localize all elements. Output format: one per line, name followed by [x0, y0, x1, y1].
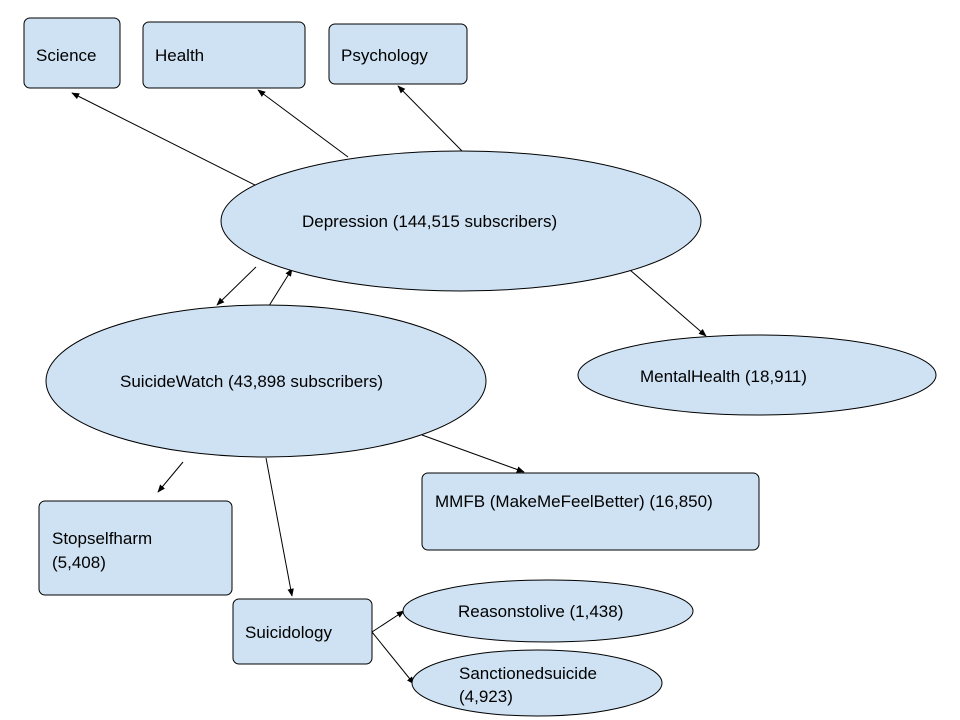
- node-psychology-label: Psychology: [341, 46, 428, 65]
- node-mentalhealth-label: MentalHealth (18,911): [640, 367, 807, 386]
- edge-depression-to-suicidewatch: [216, 266, 257, 306]
- node-stopselfharm-label-line1: Stopselfharm: [52, 529, 152, 548]
- node-sanctionedsuicide-ellipse: [411, 649, 663, 717]
- node-suicidology-box: [232, 598, 373, 665]
- node-health-label: Health: [155, 46, 204, 65]
- node-sanctionedsuicide-label-line2: (4,923): [459, 687, 513, 706]
- node-depression: Depression (144,515 subscribers): [220, 150, 702, 292]
- node-mmfb-label: MMFB (MakeMeFeelBetter) (16,850): [435, 492, 713, 511]
- node-reasonstolive-ellipse: [402, 579, 694, 643]
- node-mmfb: MMFB (MakeMeFeelBetter) (16,850): [421, 472, 760, 551]
- edge-depression-to-health: [257, 89, 349, 158]
- node-reasonstolive: Reasonstolive (1,438): [402, 579, 694, 643]
- node-stopselfharm: Stopselfharm (5,408): [38, 500, 233, 596]
- node-mmfb-box: [421, 472, 760, 551]
- edge-suicidewatch-to-mmfb: [421, 434, 525, 473]
- node-science-label: Science: [36, 46, 96, 65]
- node-suicidewatch-label: SuicideWatch (43,898 subscribers): [120, 372, 383, 391]
- edges: [71, 85, 707, 685]
- edge-depression-to-science: [71, 92, 256, 186]
- node-health-box: [142, 21, 306, 89]
- edge-depression-to-psychology: [397, 85, 463, 152]
- node-science-box: [23, 17, 121, 89]
- edge-suicidology-to-reasonstolive: [371, 610, 405, 633]
- node-health: Health: [142, 21, 306, 89]
- edge-suicidewatch-to-suicidology: [265, 457, 294, 597]
- node-suicidology-label: Suicidology: [245, 623, 332, 642]
- node-suicidewatch: SuicideWatch (43,898 subscribers): [45, 304, 487, 458]
- node-reasonstolive-label: Reasonstolive (1,438): [458, 602, 623, 621]
- edge-suicidology-to-sanctionedsuicide: [371, 631, 415, 685]
- node-suicidewatch-ellipse: [45, 304, 487, 458]
- edge-suicidewatch-to-depression: [266, 268, 293, 310]
- node-depression-ellipse: [220, 150, 702, 292]
- node-sanctionedsuicide: Sanctionedsuicide (4,923): [411, 649, 663, 717]
- edge-suicidewatch-to-stopselfharm: [157, 461, 184, 493]
- node-suicidology: Suicidology: [232, 598, 373, 665]
- node-stopselfharm-box: [38, 500, 233, 596]
- node-depression-label: Depression (144,515 subscribers): [302, 212, 557, 231]
- node-mentalhealth-ellipse: [577, 334, 937, 416]
- node-mentalhealth: MentalHealth (18,911): [577, 334, 937, 416]
- node-stopselfharm-label-line2: (5,408): [52, 553, 106, 572]
- node-psychology: Psychology: [328, 23, 468, 85]
- node-science: Science: [23, 17, 121, 89]
- node-sanctionedsuicide-label-line1: Sanctionedsuicide: [459, 664, 597, 683]
- node-psychology-box: [328, 23, 468, 85]
- edge-depression-to-mentalhealth: [629, 269, 707, 337]
